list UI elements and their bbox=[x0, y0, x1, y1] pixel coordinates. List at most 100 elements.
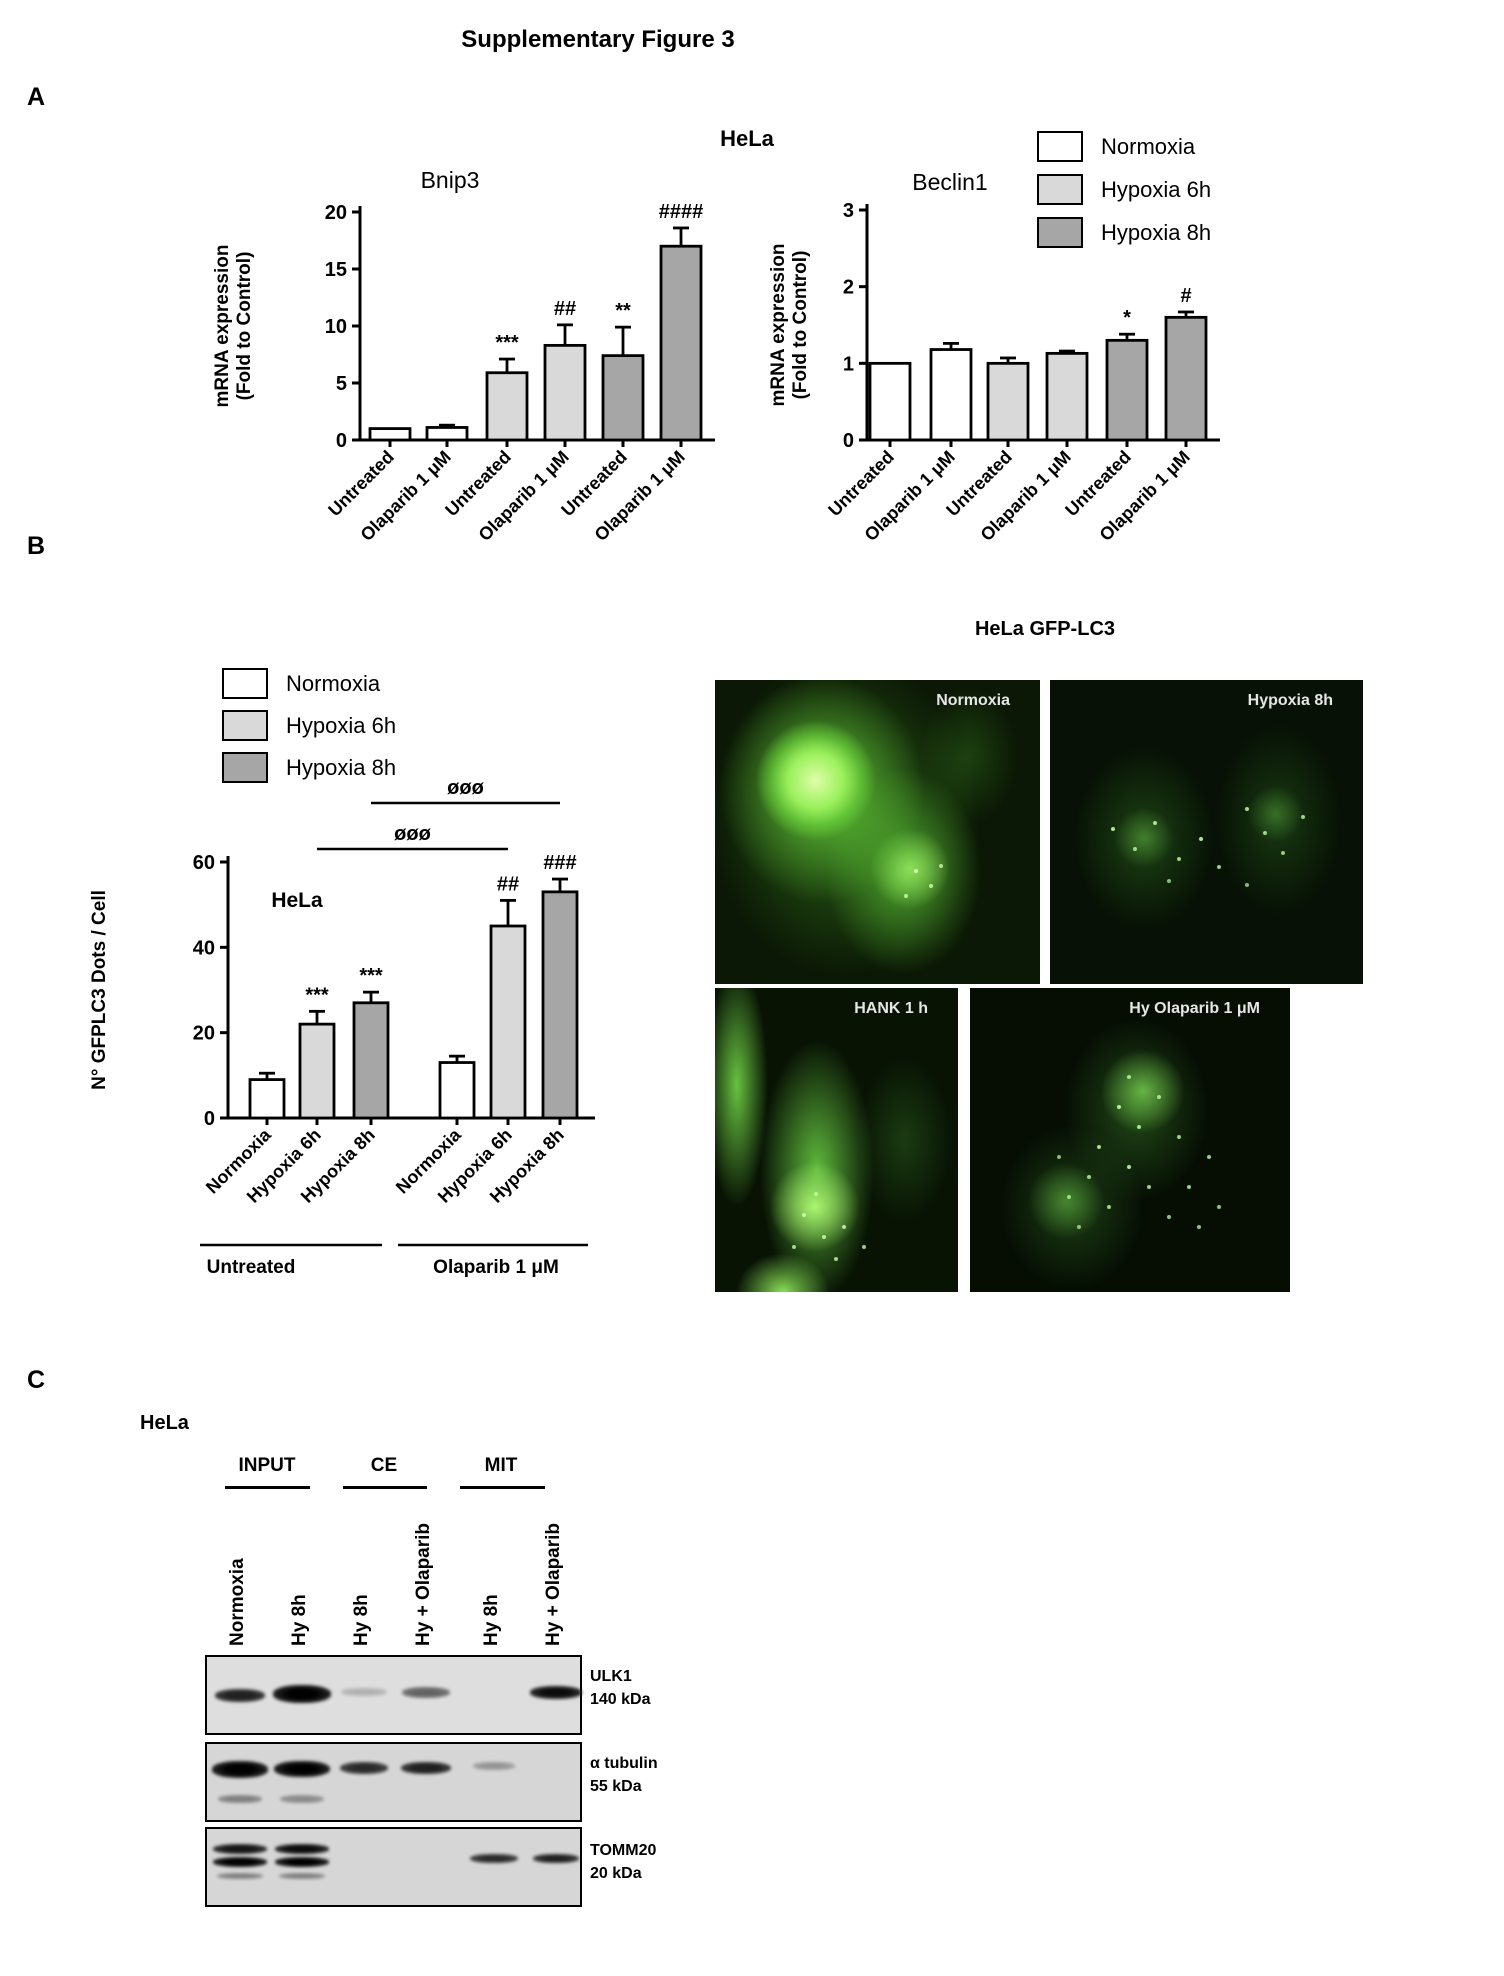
significance-label: ### bbox=[543, 852, 576, 874]
micrograph-hy-olaparib: Hy Olaparib 1 μM bbox=[970, 988, 1290, 1292]
panel-c-label: C bbox=[27, 1366, 46, 1394]
bar bbox=[489, 924, 527, 1120]
bar bbox=[248, 1078, 286, 1120]
figure-title: Supplementary Figure 3 bbox=[461, 26, 735, 53]
blot-band bbox=[215, 1688, 265, 1702]
significance-label: ## bbox=[554, 298, 576, 320]
blot-band bbox=[279, 1873, 325, 1879]
fraction-underline bbox=[460, 1486, 545, 1489]
blot-band bbox=[212, 1760, 268, 1778]
bar bbox=[868, 361, 912, 442]
panel-b-label: B bbox=[27, 532, 46, 560]
legend-item-hypoxia-6h: Hypoxia 6h bbox=[222, 710, 396, 741]
y-tick-label: 40 bbox=[193, 937, 215, 959]
blot-band bbox=[401, 1762, 451, 1774]
blot-band bbox=[533, 1853, 579, 1863]
lc3-dots bbox=[1050, 680, 1052, 682]
legend-label: Hypoxia 6h bbox=[1101, 176, 1212, 202]
significance-label: *** bbox=[495, 332, 519, 354]
hypoxia-6h-swatch bbox=[222, 710, 268, 741]
lane-label-4: Hy + Olaparib bbox=[413, 1522, 434, 1646]
blot-band bbox=[275, 1844, 329, 1854]
blot-band bbox=[340, 1762, 388, 1774]
blot-band bbox=[280, 1795, 324, 1803]
fraction-header-ce: CE bbox=[370, 1455, 398, 1476]
blot-band bbox=[530, 1685, 582, 1699]
blot-band bbox=[218, 1795, 262, 1803]
y-axis-title: (Fold to Control) bbox=[790, 251, 811, 400]
y-tick-label: 1 bbox=[843, 353, 854, 375]
protein-name: α tubulin bbox=[590, 1755, 658, 1772]
y-axis-title: mRNA expression bbox=[768, 244, 789, 407]
panel-a-label: A bbox=[27, 83, 46, 111]
lane-label-3: Hy 8h bbox=[351, 1594, 372, 1646]
protein-name: TOMM20 bbox=[590, 1842, 657, 1859]
y-tick-label: 5 bbox=[336, 373, 347, 395]
lc3-dots bbox=[715, 680, 717, 682]
fraction-header-mit: MIT bbox=[484, 1455, 518, 1476]
blot-band bbox=[470, 1853, 518, 1863]
lane-label-1: Normoxia bbox=[227, 1558, 248, 1646]
bar bbox=[543, 343, 587, 442]
micrograph-normoxia: Normoxia bbox=[715, 680, 1040, 984]
significance-label: ** bbox=[615, 300, 631, 322]
bar bbox=[1164, 315, 1208, 442]
micrograph-label: HANK 1 h bbox=[854, 1000, 928, 1017]
significance-label: ## bbox=[497, 873, 519, 895]
condition-legend-a: Normoxia Hypoxia 6h Hypoxia 8h bbox=[1037, 131, 1211, 260]
blot-band bbox=[213, 1844, 267, 1854]
legend-label: Normoxia bbox=[286, 670, 381, 696]
y-tick-label: 3 bbox=[843, 200, 854, 222]
protein-mw: 20 kDa bbox=[590, 1865, 642, 1882]
fraction-header-input: INPUT bbox=[238, 1455, 296, 1476]
blot-band bbox=[273, 1685, 331, 1703]
y-tick-label: 2 bbox=[843, 277, 854, 299]
y-tick-label: 20 bbox=[325, 202, 347, 224]
micrograph-label: Normoxia bbox=[936, 692, 1010, 709]
comparison-label: øøø bbox=[394, 823, 431, 845]
micrograph-hypoxia-8h: Hypoxia 8h bbox=[1050, 680, 1363, 984]
legend-item-hypoxia-8h: Hypoxia 8h bbox=[222, 752, 396, 783]
protein-mw: 140 kDa bbox=[590, 1691, 651, 1708]
significance-label: *** bbox=[305, 984, 329, 1006]
bar bbox=[601, 354, 645, 442]
blot-band bbox=[341, 1688, 387, 1696]
y-tick-label: 60 bbox=[193, 852, 215, 874]
protein-name: ULK1 bbox=[590, 1668, 632, 1685]
panel-c-cell-line: HeLa bbox=[140, 1412, 189, 1434]
blot-label-tubulin: α tubulin 55 kDa bbox=[590, 1752, 658, 1798]
y-tick-label: 15 bbox=[325, 259, 347, 281]
lane-label-6: Hy + Olaparib bbox=[543, 1522, 564, 1646]
fraction-underline bbox=[225, 1486, 310, 1489]
lc3-dots bbox=[970, 988, 972, 990]
blot-band bbox=[213, 1857, 267, 1867]
legend-label: Normoxia bbox=[1101, 133, 1196, 159]
significance-label: # bbox=[1180, 285, 1191, 307]
normoxia-swatch bbox=[1037, 131, 1083, 162]
western-blot-tomm20 bbox=[205, 1827, 582, 1907]
group-label: Olaparib 1 μM bbox=[433, 1257, 559, 1278]
blot-band bbox=[402, 1686, 450, 1698]
lc3-dots bbox=[715, 988, 717, 990]
group-label: Untreated bbox=[207, 1257, 296, 1278]
bar bbox=[929, 348, 973, 442]
hypoxia-8h-swatch bbox=[1037, 217, 1083, 248]
legend-item-normoxia: Normoxia bbox=[222, 668, 396, 699]
legend-item-hypoxia-6h: Hypoxia 6h bbox=[1037, 174, 1211, 205]
y-tick-label: 0 bbox=[843, 430, 854, 452]
bar bbox=[1105, 338, 1149, 442]
chart-title: Bnip3 bbox=[421, 167, 480, 193]
significance-label: #### bbox=[659, 201, 704, 223]
protein-mw: 55 kDa bbox=[590, 1778, 642, 1795]
bar bbox=[298, 1022, 336, 1120]
bar bbox=[659, 244, 703, 442]
legend-item-hypoxia-8h: Hypoxia 8h bbox=[1037, 217, 1211, 248]
western-blot-tubulin bbox=[205, 1742, 582, 1822]
in-plot-cell-line-label: HeLa bbox=[271, 889, 323, 912]
fraction-underline bbox=[343, 1486, 427, 1489]
blot-band bbox=[473, 1762, 515, 1770]
